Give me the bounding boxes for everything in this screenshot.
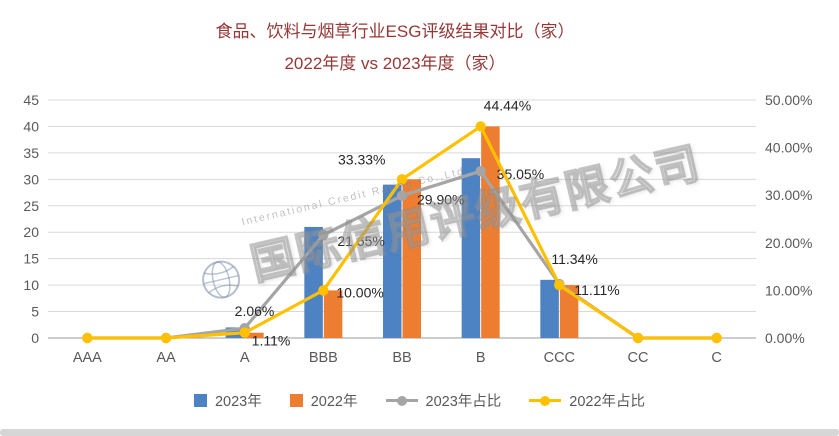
- bar-2022年: [402, 179, 421, 338]
- left-axis-tick-label: 0: [31, 330, 39, 346]
- line-marker-2023年占比: [475, 165, 486, 177]
- data-label: 21.65%: [337, 233, 384, 249]
- line-marker-2023年占比: [318, 229, 329, 241]
- legend-label: 2022年: [310, 394, 358, 410]
- left-axis-tick-label: 45: [23, 92, 39, 108]
- legend-bar-swatch: [193, 394, 207, 407]
- bar-2022年: [559, 285, 579, 338]
- bar-2023年: [540, 279, 559, 338]
- x-axis-label: A: [240, 350, 250, 366]
- x-axis-label: CC: [628, 350, 649, 366]
- left-axis-tick-label: 30: [23, 171, 39, 187]
- left-axis-tick-label: 10: [23, 277, 39, 293]
- legend-item-2023年占比: 2023年占比: [385, 390, 502, 411]
- legend-line-dot: [396, 395, 407, 406]
- data-label: 44.44%: [484, 97, 531, 113]
- legend-item-2022年占比: 2022年占比: [529, 390, 645, 411]
- left-axis-tick-label: 15: [23, 251, 39, 267]
- left-axis-tick-label: 40: [23, 118, 39, 134]
- legend-line-swatch: [385, 394, 418, 407]
- left-axis-tick-label: 35: [23, 145, 39, 161]
- chart-title-line1: 食品、饮料与烟草行业ESG评级结果对比（家）: [215, 22, 575, 41]
- right-axis-tick-label: 20.00%: [765, 235, 812, 251]
- line-marker-2022年占比: [711, 332, 722, 344]
- x-axis-label: BB: [392, 350, 411, 366]
- right-axis-tick-label: 50.00%: [765, 92, 812, 108]
- x-axis-label: C: [711, 350, 721, 366]
- line-marker-2022年占比: [239, 327, 250, 338]
- x-axis-label: AAA: [73, 350, 102, 366]
- right-axis-tick-label: 30.00%: [765, 187, 812, 203]
- line-marker-2022年占比: [82, 332, 93, 344]
- legend-label: 2023年占比: [425, 394, 502, 410]
- data-label: 33.33%: [338, 151, 385, 167]
- line-marker-2022年占比: [475, 121, 486, 132]
- bar-2022年: [245, 332, 264, 338]
- legend-label: 2022年占比: [569, 394, 646, 410]
- bar-2023年: [304, 226, 323, 338]
- data-label: 11.34%: [551, 251, 597, 267]
- x-axis-label: AA: [156, 350, 176, 366]
- legend-label: 2023年: [214, 394, 262, 410]
- line-marker-2022年占比: [160, 332, 172, 344]
- chart-title: 食品、饮料与烟草行业ESG评级结果对比（家） 2022年度 vs 2023年度（…: [10, 16, 780, 81]
- legend-item-2022年: 2022年: [289, 390, 358, 411]
- data-label: 35.05%: [497, 166, 544, 182]
- right-axis-tick-label: 0.00%: [765, 330, 805, 346]
- right-axis-tick-label: 10.00%: [765, 282, 812, 298]
- bar-2022年: [323, 290, 343, 338]
- data-label: 10.00%: [336, 284, 383, 300]
- data-label: 2.06%: [235, 303, 275, 319]
- chart-title-line2: 2022年度 vs 2023年度（家）: [284, 54, 506, 74]
- data-label: 1.11%: [252, 333, 291, 349]
- legend-item-2023年: 2023年: [193, 390, 262, 411]
- x-axis-label: BBB: [309, 350, 338, 366]
- line-marker-2022年占比: [318, 285, 329, 296]
- data-label: 29.90%: [417, 192, 464, 208]
- legend-line-swatch: [529, 394, 562, 407]
- legend-line-dot: [540, 395, 551, 406]
- window-bottom-bar: [0, 429, 839, 436]
- line-marker-2022年占比: [632, 332, 644, 344]
- chart-legend: 2023年 2022年 2023年占比 2022年占比: [0, 390, 839, 411]
- left-axis-tick-label: 25: [23, 198, 39, 214]
- data-label: 11.11%: [574, 282, 619, 298]
- left-axis-tick-label: 20: [23, 224, 39, 240]
- right-axis-tick-label: 40.00%: [765, 140, 812, 156]
- line-marker-2022年占比: [396, 174, 408, 185]
- bar-2023年: [383, 184, 402, 338]
- x-axis-label: CCC: [544, 350, 575, 366]
- bar-2023年: [461, 158, 481, 338]
- x-axis-label: B: [476, 350, 486, 366]
- line-marker-2023年占比: [396, 190, 408, 201]
- line-marker-2022年占比: [554, 279, 565, 291]
- legend-bar-swatch: [289, 394, 303, 407]
- left-axis-tick-label: 5: [31, 304, 39, 320]
